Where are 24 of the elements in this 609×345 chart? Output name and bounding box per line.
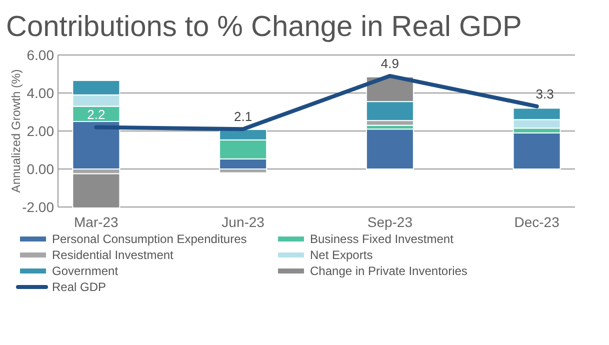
legend-label: Real GDP: [52, 280, 106, 294]
x-tick-label: Jun-23: [222, 214, 265, 230]
y-axis-title: Annualized Growth (%): [9, 69, 23, 193]
y-tick-label: 2.00: [26, 122, 54, 139]
x-tick-label: Dec-23: [514, 214, 560, 230]
data-label: 2.2: [87, 107, 106, 122]
legend-label: Residential Investment: [52, 248, 174, 262]
y-tick-label: 6.00: [26, 46, 54, 63]
legend-label: Personal Consumption Expenditures: [52, 232, 247, 246]
data-label: 4.9: [380, 56, 399, 71]
legend-label: Net Exports: [310, 248, 373, 262]
x-tick-label: Sep-23: [367, 214, 413, 230]
y-tick-label: -2.00: [22, 198, 54, 215]
legend-label: Change in Private Inventories: [310, 264, 468, 278]
data-label: 3.3: [536, 86, 554, 102]
y-tick-label: 0.00: [26, 160, 54, 177]
legend-label: Government: [52, 264, 119, 278]
bar: [512, 132, 561, 170]
chart-title: Contributions to % Change in Real GDP: [6, 11, 522, 43]
legend-label: Business Fixed Investment: [310, 232, 454, 246]
data-label: 2.1: [234, 109, 252, 124]
x-tick-label: Mar-23: [74, 214, 119, 230]
y-tick-label: 4.00: [26, 84, 54, 101]
bar: [366, 128, 414, 170]
